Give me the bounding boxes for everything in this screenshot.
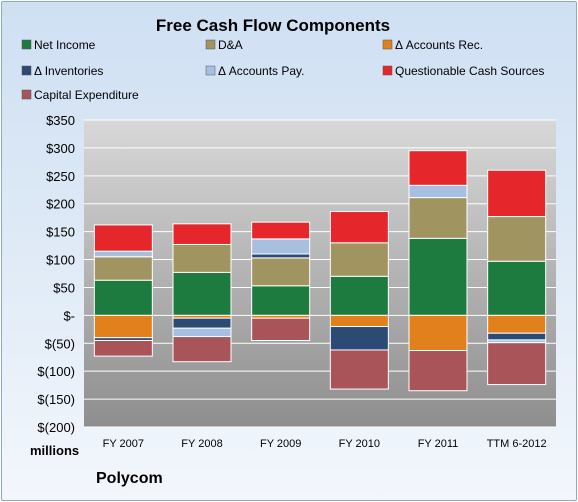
bar-group-fy-2010 xyxy=(329,211,389,390)
company-name: Polycom xyxy=(96,470,163,487)
bar-segment-questionable-cash-sources xyxy=(172,223,232,245)
legend-label: Δ Inventories xyxy=(34,64,103,78)
bar-group-fy-2009 xyxy=(251,221,311,341)
legend-label: Δ Accounts Rec. xyxy=(395,38,483,52)
bar-group-fy-2007 xyxy=(93,224,153,357)
bar-segment-delta-accounts-rec xyxy=(487,314,547,334)
bar-segment-questionable-cash-sources xyxy=(487,169,547,218)
legend-swatch xyxy=(21,39,32,50)
bar-segment-questionable-cash-sources xyxy=(408,150,468,186)
legend-item-delta-inventories: Δ Inventories xyxy=(21,64,103,78)
bar-group-ttm-6-2012 xyxy=(487,169,547,386)
y-tick-label: $250 xyxy=(46,169,75,184)
bar-segment-delta-accounts-rec xyxy=(329,314,389,328)
bar-segment-questionable-cash-sources xyxy=(93,224,153,252)
legend-swatch xyxy=(382,65,393,76)
x-tick-label: FY 2008 xyxy=(181,438,222,450)
bar-segment-net-income xyxy=(93,279,153,316)
bar-group-fy-2011 xyxy=(408,150,468,392)
bar-segment-questionable-cash-sources xyxy=(329,211,389,244)
bar-segment-net-income xyxy=(172,271,232,316)
bar-segment-net-income xyxy=(487,260,547,316)
legend: Net Income D&A Δ Accounts Rec. Δ Inventorie… xyxy=(21,38,544,102)
units-label: millions xyxy=(30,443,79,458)
legend-item-delta-accounts-pay: Δ Accounts Pay. xyxy=(205,64,305,78)
bar-segment-delta-accounts-pay xyxy=(172,327,232,338)
bar-segment-capital-expenditure xyxy=(487,342,547,386)
legend-swatch xyxy=(382,39,393,50)
bar-segment-net-income xyxy=(408,237,468,316)
y-tick-label: $(50) xyxy=(45,336,75,351)
bar-segment-capital-expenditure xyxy=(93,339,153,357)
legend-label: Δ Accounts Pay. xyxy=(218,64,305,78)
bar-segment-delta-inventories xyxy=(172,317,232,329)
y-tick-label: $350 xyxy=(46,113,75,128)
x-axis: FY 2007 FY 2008 FY 2009 FY 2010 FY 2011 TTM 6… xyxy=(103,438,547,450)
bar-segment-net-income xyxy=(329,275,389,316)
y-tick-label: $50 xyxy=(53,280,75,295)
bar-segment-delta-accounts-pay xyxy=(408,184,468,199)
legend-item-net-income: Net Income xyxy=(21,38,96,52)
plot-area xyxy=(84,120,556,427)
legend-item-capital-expenditure: Capital Expenditure xyxy=(21,88,139,102)
bar-segment-d-a xyxy=(172,243,232,273)
bar-segment-delta-inventories xyxy=(329,326,389,351)
y-axis: $350 $300 $250 $200 $150 $100 $50 $- $(50) $(100)… xyxy=(37,113,75,435)
legend-item-questionable-cash-sources: Questionable Cash Sources xyxy=(382,64,544,78)
bar-segment-delta-inventories xyxy=(487,332,547,341)
y-tick-label: $(150) xyxy=(37,392,75,407)
y-tick-label: $100 xyxy=(46,253,75,268)
bar-segment-capital-expenditure xyxy=(408,350,468,392)
bar-segment-net-income xyxy=(251,285,311,316)
bar-segment-d-a xyxy=(487,216,547,262)
y-tick-label: $(100) xyxy=(37,364,75,379)
y-tick-label: $150 xyxy=(46,225,75,240)
x-tick-label: FY 2007 xyxy=(103,438,144,450)
bar-segment-d-a xyxy=(251,257,311,287)
bar-segment-delta-accounts-rec xyxy=(408,314,468,352)
legend-label: Questionable Cash Sources xyxy=(395,64,544,78)
legend-swatch xyxy=(21,89,32,100)
x-tick-label: FY 2009 xyxy=(260,438,301,450)
bar-segment-questionable-cash-sources xyxy=(251,221,311,240)
x-tick-label: TTM 6-2012 xyxy=(487,438,547,450)
legend-swatch xyxy=(21,65,32,76)
legend-item-d-a: D&A xyxy=(205,38,243,52)
legend-label: Net Income xyxy=(34,38,96,52)
bars xyxy=(93,150,547,392)
y-tick-label: $(200) xyxy=(37,420,75,435)
bar-segment-delta-inventories xyxy=(251,253,311,259)
bar-segment-d-a xyxy=(408,197,468,239)
gridlines xyxy=(84,119,556,428)
bar-segment-capital-expenditure xyxy=(251,317,311,341)
y-tick-label: $300 xyxy=(46,141,75,156)
legend-label: Capital Expenditure xyxy=(34,88,139,102)
bar-segment-d-a xyxy=(93,256,153,281)
legend-swatch xyxy=(205,39,216,50)
chart-title: Free Cash Flow Components xyxy=(156,16,390,35)
bar-segment-delta-accounts-rec xyxy=(93,314,153,339)
legend-item-delta-accounts-rec: Δ Accounts Rec. xyxy=(382,38,483,52)
x-tick-label: FY 2010 xyxy=(339,438,380,450)
bar-segment-delta-accounts-pay xyxy=(251,238,311,255)
legend-label: D&A xyxy=(218,38,243,52)
bar-segment-d-a xyxy=(329,242,389,277)
bar-segment-capital-expenditure xyxy=(329,349,389,390)
x-tick-label: FY 2011 xyxy=(418,438,459,450)
bar-segment-capital-expenditure xyxy=(172,336,232,363)
y-tick-label: $- xyxy=(63,308,75,323)
y-tick-label: $200 xyxy=(46,197,75,212)
legend-swatch xyxy=(205,65,216,76)
bar-segment-delta-accounts-pay xyxy=(93,250,153,258)
bar-group-fy-2008 xyxy=(172,223,232,363)
